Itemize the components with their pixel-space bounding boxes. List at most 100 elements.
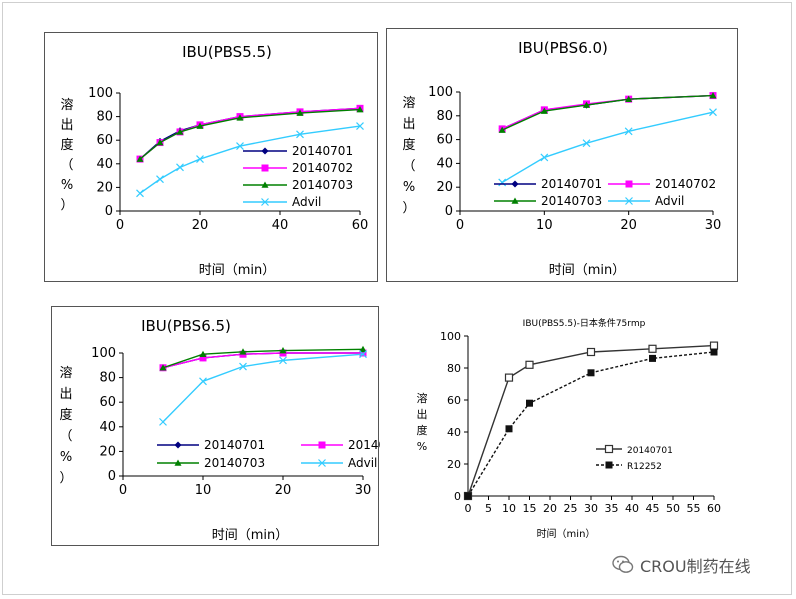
y-tick-label: 40 [436, 156, 453, 171]
y-axis-label-char: 度 [417, 423, 428, 437]
legend-label: 20140702 [292, 161, 353, 175]
data-point-Advil [239, 362, 247, 371]
data-point-20140703 [239, 348, 247, 355]
series-line-20140701 [467, 344, 715, 497]
data-point-20140701 [525, 360, 534, 369]
x-tick-label: 15 [523, 502, 537, 515]
data-point-20140703 [159, 364, 167, 371]
y-axis-label-char: ） [60, 198, 73, 213]
legend-marker [174, 459, 182, 466]
y-axis-label-char: 出 [402, 117, 415, 132]
data-point-Advil [540, 153, 549, 162]
chart-panel-pbs60: IBU(PBS6.0) 0 20 40 60 80 100 0 10 20 30 溶出度 （% ） 时间（m… [386, 28, 738, 282]
legend-marker [261, 181, 269, 188]
legend-label: 20140703 [204, 456, 265, 470]
data-point-R12252 [505, 425, 513, 433]
x-tick-label: 0 [116, 218, 124, 233]
x-tick-label: 25 [564, 502, 578, 515]
x-tick-label: 20 [620, 218, 637, 233]
chart-panel-pbs55: IBU(PBS5.5) 0 20 40 60 80 100 0 20 40 60 溶出度 （% ） 时间（m… [44, 32, 378, 282]
data-point-Advil [359, 350, 367, 359]
data-point-Advil [356, 122, 364, 130]
chart-title: IBU(PBS6.0) [518, 39, 608, 57]
data-point-20140703 [296, 109, 304, 116]
legend-label: 20140702 [348, 438, 380, 452]
legend-marker [604, 444, 614, 454]
y-axis-label-char: ） [402, 201, 415, 216]
y-tick-label: 100 [88, 86, 113, 101]
data-point-20140703 [359, 345, 367, 353]
x-tick-label: 60 [352, 218, 369, 233]
legend-label: 20140701 [292, 144, 353, 158]
data-point-20140703 [583, 101, 590, 108]
data-point-20140703 [498, 126, 506, 133]
y-tick-label: 80 [436, 109, 453, 124]
x-tick-label: 5 [485, 502, 492, 515]
x-tick-label: 50 [666, 502, 680, 515]
chart-title: IBU(PBS5.5)-日本条件75rmp [523, 317, 646, 329]
data-point-20140703 [136, 155, 144, 162]
y-tick-label: 0 [445, 204, 453, 219]
y-axis-label-char: 溶 [59, 366, 72, 381]
y-tick-label: 60 [96, 133, 113, 148]
data-point-20140703 [709, 92, 717, 99]
watermark-text: CROU制药在线 [640, 557, 751, 576]
data-point-R12252 [526, 399, 533, 407]
y-axis-label-char: 出 [417, 407, 428, 421]
data-point-20140703 [540, 107, 548, 114]
data-point-R12252 [464, 492, 472, 500]
data-point-20140701 [709, 341, 719, 350]
y-axis-label-char: 度 [60, 137, 73, 153]
x-tick-label: 30 [355, 483, 372, 498]
legend-label: Advil [292, 195, 321, 209]
series-line-20140703 [501, 94, 714, 131]
legend-label: 20140703 [292, 178, 353, 192]
y-tick-label: 40 [96, 157, 113, 172]
data-point-Advil [236, 142, 244, 151]
x-tick-label: 20 [192, 218, 209, 233]
x-tick-label: 35 [605, 502, 619, 515]
x-tick-label: 0 [465, 502, 472, 515]
x-axis-label: 时间（min） [212, 528, 289, 543]
wechat-icon [612, 555, 634, 573]
x-tick-label: 20 [543, 502, 557, 515]
legend-label: Advil [655, 194, 684, 208]
watermark: CROU制药在线 [612, 552, 751, 578]
y-tick-label: 80 [99, 371, 116, 386]
y-tick-label: 40 [447, 426, 461, 439]
y-axis-label-char: % [417, 440, 427, 453]
data-point-R12252 [710, 348, 718, 356]
y-axis-label-char: 出 [59, 387, 72, 402]
y-axis-label-char: 溶 [417, 391, 428, 405]
chart-panel-japan: IBU(PBS5.5)-日本条件75rmp 0 20 40 60 80 100 0 5 10 15 2… [404, 310, 740, 550]
series-line-20140702 [501, 94, 714, 130]
series-line-Advil [162, 353, 364, 423]
legend-marker [174, 441, 182, 449]
data-point-20140703 [196, 122, 204, 129]
legend-label: 20140701 [541, 177, 602, 191]
legend-marker [625, 180, 633, 188]
y-axis-label-char: （ [60, 158, 73, 173]
y-tick-label: 0 [454, 490, 461, 503]
chart-pbs60: IBU(PBS6.0) 0 20 40 60 80 100 0 10 20 30 溶出度 （% ） 时间（m… [402, 39, 722, 278]
data-point-20140702 [359, 349, 367, 357]
y-axis-label-char: 溶 [60, 98, 73, 113]
y-tick-label: 60 [99, 395, 116, 410]
data-point-Advil [582, 139, 591, 148]
x-tick-label: 30 [705, 218, 722, 233]
y-axis-label-char: 度 [59, 407, 72, 423]
y-tick-label: 20 [99, 444, 116, 459]
chart-pbs65: IBU(PBS6.5) 0 20 40 60 80 100 0 10 20 30 溶出度 （% ） 时间（m… [59, 317, 380, 543]
data-point-Advil [498, 178, 507, 187]
y-axis-label-char: % [403, 180, 415, 195]
data-point-Advil [199, 377, 207, 386]
x-axis-label: 时间（min） [537, 527, 596, 540]
series-line-20140702 [162, 352, 363, 369]
data-point-20140701 [648, 344, 657, 353]
y-tick-label: 60 [436, 133, 453, 148]
y-axis-label-char: % [61, 178, 73, 193]
data-point-20140703 [356, 106, 364, 113]
legend-label: 20140701 [627, 446, 673, 456]
